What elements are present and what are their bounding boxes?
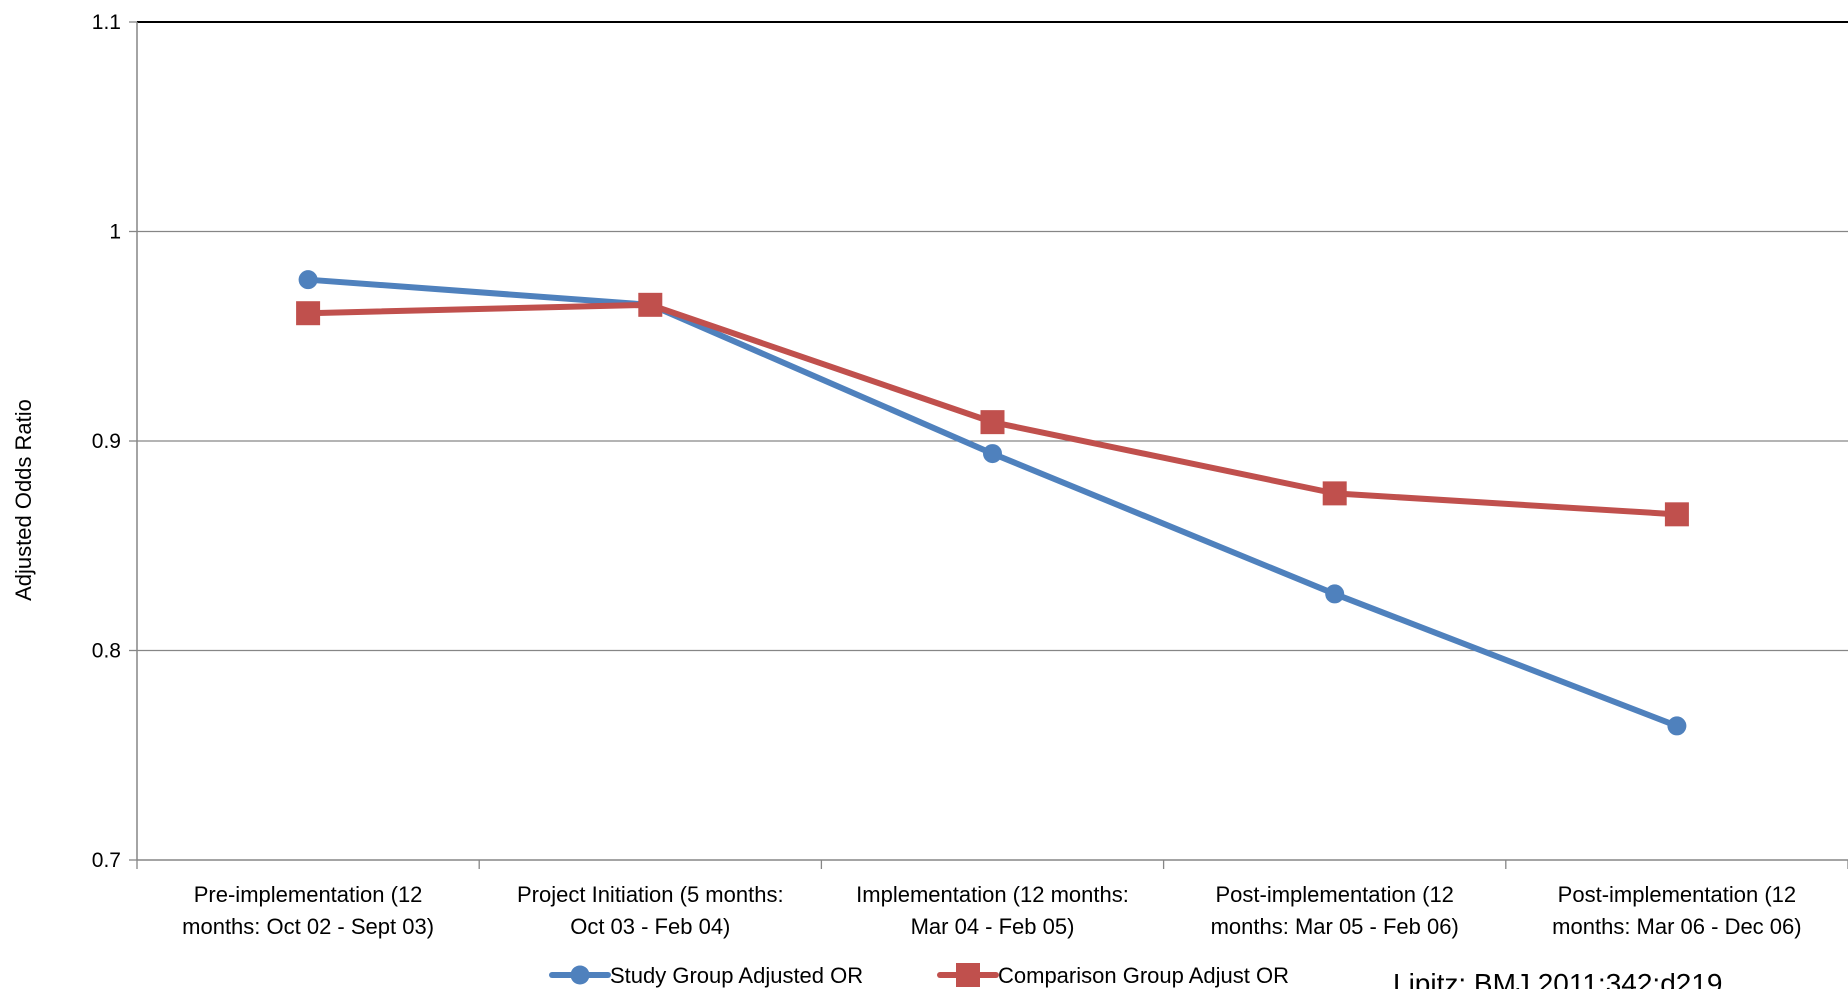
x-tick-label: Project Initiation (5 months: Oct 03 - Fe…: [517, 882, 784, 939]
legend-label: Comparison Group Adjust OR: [998, 963, 1289, 988]
x-tick-labels: Pre-implementation (12 months: Oct 02 - S…: [182, 882, 1801, 939]
data-point: [638, 292, 663, 317]
y-tick-label: 0.9: [92, 430, 121, 453]
y-tick-label: 1: [109, 221, 121, 244]
x-tick-label: Post-implementation (12 months: Mar 06 - …: [1552, 882, 1801, 939]
legend: Study Group Adjusted OR Comparison Group …: [549, 963, 1289, 988]
legend-marker: [570, 965, 590, 985]
citation-annotation: Lipitz: BMJ 2011;342:d219: [1393, 968, 1722, 989]
y-tick-label: 0.8: [92, 640, 121, 663]
legend-marker: [956, 963, 980, 987]
data-point: [980, 410, 1005, 435]
series: [296, 270, 1689, 736]
data-point: [1664, 502, 1689, 527]
data-point: [1322, 481, 1347, 506]
y-axis-title: Adjusted Odds Ratio: [11, 399, 36, 601]
y-tick-label: 0.7: [92, 849, 121, 872]
data-point: [296, 301, 321, 326]
series-line: [305, 301, 1680, 518]
x-tick-label: Post-implementation (12 months: Mar 05 - …: [1211, 882, 1459, 939]
data-point: [1325, 584, 1345, 604]
data-point: [298, 270, 318, 290]
axes: [129, 21, 1848, 869]
data-point: [983, 444, 1002, 464]
data-point: [1667, 716, 1687, 736]
y-tick-labels: 0.7 0.8 0.9 1 1.1: [92, 11, 121, 872]
legend-label: Study Group Adjusted OR: [610, 963, 863, 988]
gridlines: [137, 21, 1848, 652]
x-tick-label: Implementation (12 months: Mar 04 - Feb 0…: [856, 882, 1129, 939]
y-tick-label: 1.1: [92, 11, 121, 34]
x-tick-label: Pre-implementation (12 months: Oct 02 - S…: [182, 882, 434, 939]
